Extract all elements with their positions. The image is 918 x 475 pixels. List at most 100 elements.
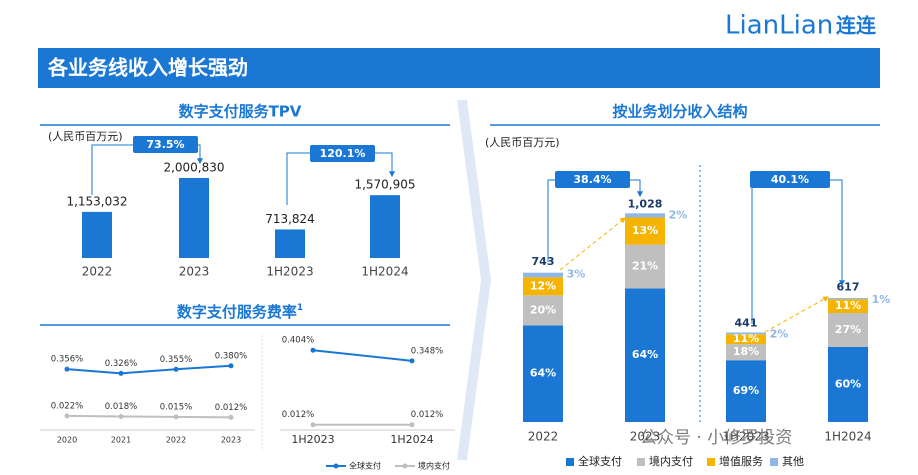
point [64, 413, 70, 419]
value-label: 713,824 [265, 212, 315, 226]
unit: (人民币百万元) [48, 130, 123, 143]
annotation: 40.1% [771, 173, 809, 186]
bar [179, 177, 209, 258]
title-bar [38, 48, 880, 88]
line [66, 414, 232, 419]
segment-label: 2% [669, 208, 688, 221]
value-label: 0.404% [282, 336, 314, 346]
annotation-box [310, 145, 375, 162]
point [409, 358, 415, 364]
value-label: 0.022% [51, 401, 83, 411]
value-label: 0.015% [160, 402, 192, 412]
value-label: 1,570,905 [354, 178, 415, 192]
point [310, 422, 316, 428]
legend-label: 增值服务 [719, 454, 763, 468]
total-label: 617 [837, 281, 860, 294]
bar [370, 195, 400, 258]
point [118, 413, 124, 419]
legend-swatch [707, 458, 715, 466]
bar-segment [523, 325, 563, 422]
bar-segment [625, 288, 665, 422]
x-tick-label: 2023 [221, 436, 241, 445]
segment-label: 18% [733, 345, 759, 358]
annotation: 73.5% [146, 138, 184, 151]
tpv-title: 数字支付服务TPV [179, 103, 302, 121]
bar-segment [625, 244, 665, 289]
bar [275, 229, 305, 258]
bar-segment [625, 213, 665, 218]
legend-label: 境内支付 [649, 454, 693, 468]
separator [457, 99, 492, 461]
value-label: 0.012% [411, 410, 443, 420]
legend-label: 全球支付 [578, 454, 622, 468]
annotation-box [555, 171, 630, 188]
value-label: 0.012% [215, 403, 247, 413]
segment-label: 1% [872, 293, 891, 306]
bar-segment [523, 272, 563, 278]
annotation: 38.4% [573, 173, 611, 186]
segment-label: 20% [530, 303, 556, 316]
line [66, 364, 232, 375]
segment-label: 21% [632, 260, 658, 273]
point [173, 366, 179, 372]
value-label: 0.348% [411, 346, 443, 356]
logo-cn: 连连 [836, 14, 877, 38]
segment-label: 3% [567, 268, 586, 281]
watermark: 公众号 · 小修罗投资 [640, 428, 792, 448]
legend-label: 全球支付 [349, 461, 381, 471]
total-label: 743 [532, 255, 555, 268]
x-tick-label: 2023 [179, 265, 210, 279]
rev-title: 按业务划分收入结构 [612, 103, 747, 121]
segment-label: 64% [632, 348, 658, 361]
point [173, 414, 179, 420]
x-tick-label: 1H2024 [824, 430, 871, 444]
bar-segment [523, 277, 563, 296]
legend-dot [333, 463, 339, 469]
bar-segment [625, 217, 665, 245]
bar-segment [828, 298, 868, 300]
total-label: 1,028 [628, 197, 663, 210]
segment-label: 13% [632, 224, 658, 237]
bar [82, 211, 112, 258]
value-label: 2,000,830 [163, 160, 224, 174]
line [312, 349, 413, 362]
value-label: 0.380% [215, 351, 247, 361]
annotation: 120.1% [320, 147, 366, 160]
value-label: 0.018% [105, 402, 137, 412]
logo: LianLian [725, 11, 833, 41]
fee-title-note: 1 [297, 303, 303, 313]
value-label: 0.355% [160, 355, 192, 365]
trend-arrow [559, 217, 626, 271]
segment-label: 2% [770, 327, 789, 340]
fee-title-text: 数字支付服务费率 [177, 303, 297, 321]
legend-swatch [770, 458, 778, 466]
x-tick-label: 1H2023 [722, 430, 769, 444]
point [228, 363, 234, 369]
segment-label: 60% [835, 377, 861, 390]
x-tick-label: 1H2023 [266, 265, 313, 279]
bar-segment [726, 360, 766, 422]
total-label: 441 [735, 316, 758, 329]
bar-segment [828, 346, 868, 422]
point [228, 414, 234, 420]
legend-label: 境内支付 [418, 461, 450, 471]
value-label: 0.356% [51, 355, 83, 365]
bar-segment [726, 344, 766, 361]
segment-label: 69% [733, 384, 759, 397]
slide-title: 各业务线收入增长强劲 [47, 56, 248, 80]
segment-label: 11% [835, 299, 861, 312]
x-tick-label: 2020 [57, 436, 77, 445]
annotation-box [750, 171, 830, 188]
x-tick-label: 1H2024 [390, 433, 433, 446]
value-label: 0.012% [282, 410, 314, 420]
x-tick-label: 2022 [166, 436, 186, 445]
value-label: 0.326% [105, 359, 137, 369]
legend-label: 其他 [782, 455, 804, 468]
unit: (人民币百万元) [485, 136, 560, 149]
trend-arrow [764, 296, 830, 333]
point [118, 370, 124, 376]
point [64, 366, 70, 372]
segment-label: 12% [530, 279, 556, 292]
segment-label: 27% [835, 323, 861, 336]
legend-swatch [637, 458, 645, 466]
